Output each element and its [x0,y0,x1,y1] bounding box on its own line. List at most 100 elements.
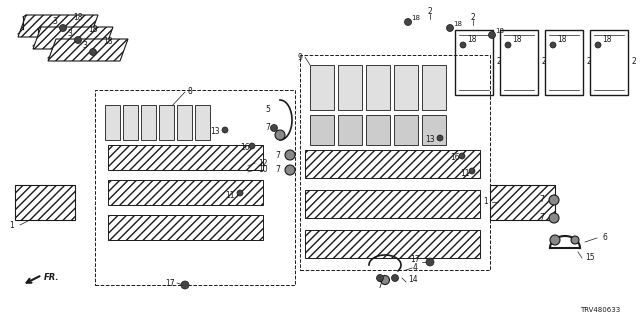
Text: 14: 14 [408,276,418,284]
Bar [95,90,295,285]
Text: 13: 13 [210,127,220,137]
Text: 11: 11 [225,190,235,199]
Bar [123,105,138,140]
Text: 3: 3 [52,18,58,27]
Text: 2: 2 [497,58,501,67]
Bar [310,65,334,110]
Bar [338,65,362,110]
Circle shape [74,36,81,44]
Text: 2: 2 [428,7,433,17]
Circle shape [549,195,559,205]
Circle shape [437,135,443,141]
Text: 1: 1 [9,220,14,229]
Text: 7: 7 [276,165,280,174]
Bar [195,105,210,140]
PathPatch shape [305,150,480,178]
Text: 16: 16 [240,143,250,153]
Bar [310,115,334,145]
Circle shape [488,31,495,38]
Bar [366,65,390,110]
PathPatch shape [108,215,263,240]
Bar [300,55,490,270]
Circle shape [222,127,228,133]
Text: 7: 7 [378,281,383,290]
Text: 18: 18 [467,36,477,44]
Text: TRV480633: TRV480633 [580,307,620,313]
Text: 18: 18 [454,21,463,27]
Circle shape [60,25,67,31]
Bar [545,30,583,95]
Bar [394,65,418,110]
Bar [159,105,174,140]
Text: 7: 7 [266,124,271,132]
Circle shape [237,190,243,196]
Bar [105,105,120,140]
Text: 18: 18 [512,36,522,44]
PathPatch shape [108,180,263,205]
Text: 18: 18 [103,37,113,46]
Text: 6: 6 [603,234,607,243]
Text: 5: 5 [266,106,271,115]
Bar [422,65,446,110]
Text: 18: 18 [602,36,611,44]
PathPatch shape [48,39,128,61]
Bar [366,115,390,145]
Bar [394,115,418,145]
Bar [455,30,493,95]
Text: 15: 15 [585,253,595,262]
Circle shape [271,124,278,132]
Circle shape [90,49,97,55]
Text: 2: 2 [632,58,636,67]
Text: 17: 17 [165,278,175,287]
Bar [500,30,538,95]
Text: 8: 8 [188,87,193,97]
Text: 17: 17 [410,255,420,265]
Circle shape [460,42,466,48]
Text: 7: 7 [540,196,545,204]
Text: 7: 7 [276,150,280,159]
Text: 3: 3 [83,42,88,51]
Text: 18: 18 [73,13,83,22]
Circle shape [376,275,383,282]
Text: 7: 7 [540,213,545,222]
Text: 18: 18 [557,36,566,44]
PathPatch shape [33,27,113,49]
Bar [141,105,156,140]
Circle shape [181,281,189,289]
Text: 10: 10 [258,165,268,174]
Circle shape [249,143,255,149]
Circle shape [285,150,295,160]
Text: 4: 4 [413,263,417,273]
Circle shape [505,42,511,48]
Text: 16: 16 [450,154,460,163]
Text: 18: 18 [412,15,420,21]
Circle shape [381,276,390,284]
Circle shape [426,258,434,266]
Circle shape [550,235,560,245]
PathPatch shape [490,185,555,220]
Circle shape [550,42,556,48]
Bar [177,105,192,140]
Circle shape [275,130,285,140]
Text: 12: 12 [258,158,268,167]
Circle shape [469,168,475,174]
Circle shape [404,19,412,26]
Bar [590,30,628,95]
Text: 2: 2 [587,58,591,67]
Circle shape [285,165,295,175]
Text: 3: 3 [68,29,72,38]
Text: 13: 13 [425,135,435,145]
Text: 2: 2 [541,58,547,67]
Circle shape [549,213,559,223]
Text: 18: 18 [88,26,98,35]
PathPatch shape [15,185,75,220]
PathPatch shape [305,230,480,258]
Bar [338,115,362,145]
Text: 18: 18 [495,28,504,34]
Text: 1: 1 [483,197,488,206]
PathPatch shape [108,145,263,170]
Circle shape [595,42,601,48]
Circle shape [459,153,465,159]
Circle shape [571,236,579,244]
Text: 11: 11 [460,169,470,178]
